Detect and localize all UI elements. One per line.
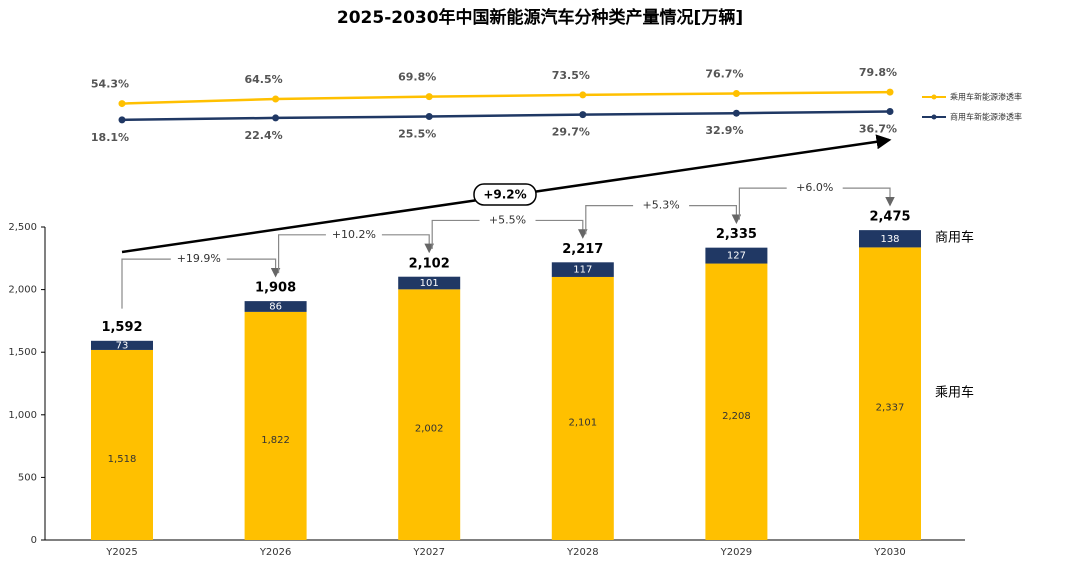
growth-label-bg <box>479 212 536 229</box>
line-point <box>579 91 587 99</box>
line-point <box>118 100 126 108</box>
legend-label: 乘用车新能源渗透率 <box>950 92 1022 102</box>
line-point <box>886 107 894 115</box>
value-label: 1,822 <box>261 435 290 446</box>
value-label: 86 <box>269 302 282 313</box>
bar-segment <box>859 230 921 248</box>
bar-segment <box>705 247 768 264</box>
y-tick-label: 500 <box>18 472 37 483</box>
x-tick-label: Y2026 <box>259 547 292 558</box>
x-tick-label: Y2029 <box>720 547 753 558</box>
line-point <box>118 116 126 124</box>
line-value-label: 25.5% <box>398 128 436 141</box>
line-value-label: 54.3% <box>91 78 129 91</box>
legend-label: 乘用车 <box>935 385 974 401</box>
line-value-label: 22.4% <box>245 129 283 142</box>
total-label: 2,102 <box>409 256 450 271</box>
x-tick-label: Y2027 <box>412 547 445 558</box>
value-label: 101 <box>420 278 439 289</box>
line-point <box>425 93 433 101</box>
bar-segment <box>551 262 614 277</box>
line-point <box>272 95 280 103</box>
chart-title: 2025-2030年中国新能源汽车分种类产量情况[万辆] <box>337 7 743 28</box>
legend-marker <box>931 94 937 100</box>
line-value-label: 79.8% <box>859 66 897 79</box>
growth-label: +19.9% <box>177 252 221 265</box>
line-value-label: 18.1% <box>91 131 129 144</box>
value-label: 2,337 <box>876 403 905 414</box>
value-label: 2,101 <box>568 417 597 428</box>
bar-segment <box>398 289 461 540</box>
bar-segment <box>859 247 921 540</box>
value-label: 2,208 <box>722 411 751 422</box>
line-point <box>732 89 740 97</box>
line-value-label: 29.7% <box>552 126 590 139</box>
growth-label-bg <box>170 251 227 268</box>
line-point <box>425 113 433 121</box>
x-tick-label: Y2030 <box>873 547 906 558</box>
bar-segment <box>244 311 307 540</box>
penetration-line <box>121 110 891 122</box>
growth-label-bg <box>633 197 690 214</box>
bar-segment <box>91 340 153 350</box>
bar-segment <box>551 276 614 540</box>
total-label: 1,908 <box>255 281 296 296</box>
total-label: 2,335 <box>716 227 757 242</box>
y-tick-label: 1,000 <box>8 410 37 421</box>
bar-segment <box>91 349 153 540</box>
line-value-label: 76.7% <box>705 67 743 80</box>
y-tick-label: 2,500 <box>8 222 37 233</box>
bar-segment <box>398 276 461 290</box>
value-label: 127 <box>727 251 746 262</box>
value-label: 2,002 <box>415 424 444 435</box>
y-tick-label: 1,500 <box>8 347 37 358</box>
total-label: 1,592 <box>101 320 142 335</box>
value-label: 73 <box>116 340 129 351</box>
line-point <box>272 114 280 122</box>
line-value-label: 32.9% <box>705 124 743 137</box>
legend-label: 商用车 <box>935 230 974 246</box>
value-label: 138 <box>880 234 899 245</box>
x-tick-label: Y2028 <box>566 547 599 558</box>
legend-marker <box>931 114 937 120</box>
penetration-line <box>121 90 891 105</box>
x-tick-label: Y2025 <box>105 547 138 558</box>
growth-label: +10.2% <box>332 228 376 241</box>
value-label: 117 <box>573 265 592 276</box>
line-value-label: 73.5% <box>552 69 590 82</box>
line-value-label: 64.5% <box>245 73 283 86</box>
y-tick-label: 0 <box>31 535 37 546</box>
legend-label: 商用车新能源渗透率 <box>950 112 1022 122</box>
total-label: 2,475 <box>869 210 910 225</box>
growth-label: +5.3% <box>643 199 680 212</box>
line-point <box>579 111 587 119</box>
cagr-label-bg <box>473 183 537 206</box>
line-value-label: 69.8% <box>398 71 436 84</box>
growth-label: +6.0% <box>796 181 833 194</box>
growth-label-bg <box>325 226 382 243</box>
growth-label: +5.5% <box>489 213 526 226</box>
line-point <box>886 88 894 96</box>
bar-segment <box>244 301 307 312</box>
line-point <box>732 109 740 117</box>
total-label: 2,217 <box>562 242 603 257</box>
value-label: 1,518 <box>108 454 137 465</box>
cagr-label: +9.2% <box>483 188 526 202</box>
y-tick-label: 2,000 <box>8 285 37 296</box>
growth-label-bg <box>786 180 843 197</box>
bar-segment <box>705 263 768 540</box>
line-value-label: 36.7% <box>859 122 897 135</box>
